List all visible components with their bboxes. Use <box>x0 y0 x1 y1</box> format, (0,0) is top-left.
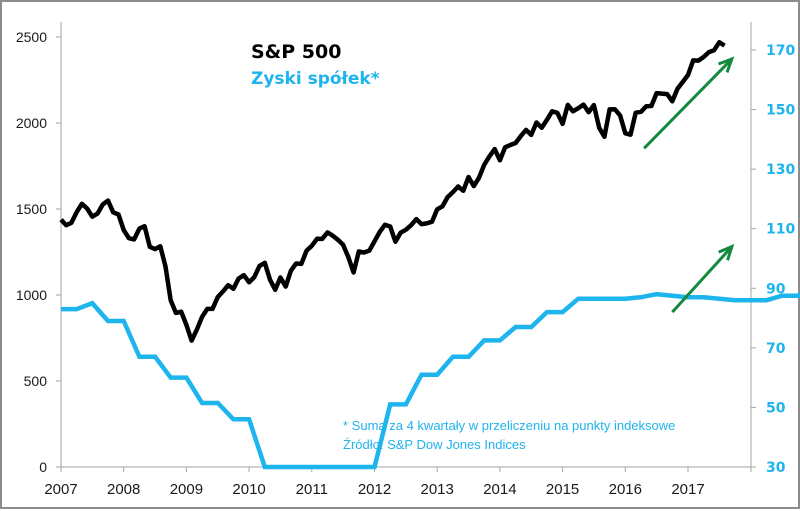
y-right-tick-label: 130 <box>766 162 795 178</box>
legend-earnings: Zyski spółek* <box>251 69 380 89</box>
x-tick-label: 2008 <box>107 481 140 498</box>
source-annotation: Źródło: S&P Dow Jones Indices <box>343 437 526 452</box>
y-right-tick-label: 70 <box>766 341 786 357</box>
x-axis-ticks: 2007 2008 2009 2010 2011 2012 2013 2014 2015 2016… <box>44 467 751 498</box>
y-right-tick-label: 30 <box>766 460 786 476</box>
series-layer <box>61 42 800 467</box>
x-tick-label: 2010 <box>232 481 265 498</box>
y-left-tick-label: 2500 <box>16 29 47 45</box>
y-right-tick-label: 110 <box>766 222 795 238</box>
series-earnings-line <box>61 242 800 467</box>
y-left-tick-label: 2000 <box>16 115 47 131</box>
y-left-tick-label: 1000 <box>16 287 47 303</box>
x-tick-label: 2007 <box>44 481 77 498</box>
x-tick-label: 2016 <box>609 481 642 498</box>
y-right-tick-label: 50 <box>766 400 786 416</box>
legend-sp500: S&P 500 <box>251 41 341 63</box>
x-tick-label: 2015 <box>546 481 579 498</box>
y-left-tick-label: 500 <box>24 373 48 389</box>
y-right-tick-label: 170 <box>766 43 795 59</box>
trend-arrow-shaft <box>672 247 732 313</box>
y-axis-left-ticks: 0 500 1000 1500 2000 2500 <box>16 29 61 475</box>
x-tick-label: 2013 <box>421 481 454 498</box>
x-tick-label: 2017 <box>671 481 704 498</box>
y-left-tick-label: 1500 <box>16 201 47 217</box>
x-tick-label: 2014 <box>483 481 516 498</box>
trend-arrow-earnings <box>672 247 732 313</box>
x-tick-label: 2012 <box>358 481 391 498</box>
x-tick-label: 2011 <box>296 481 328 498</box>
footnote-annotation: * Suma za 4 kwartały w przeliczeniu na p… <box>343 418 675 433</box>
series-sp500-line <box>61 42 725 340</box>
y-left-tick-label: 0 <box>39 459 47 475</box>
y-right-tick-label: 150 <box>766 103 795 119</box>
x-tick-label: 2009 <box>170 481 203 498</box>
